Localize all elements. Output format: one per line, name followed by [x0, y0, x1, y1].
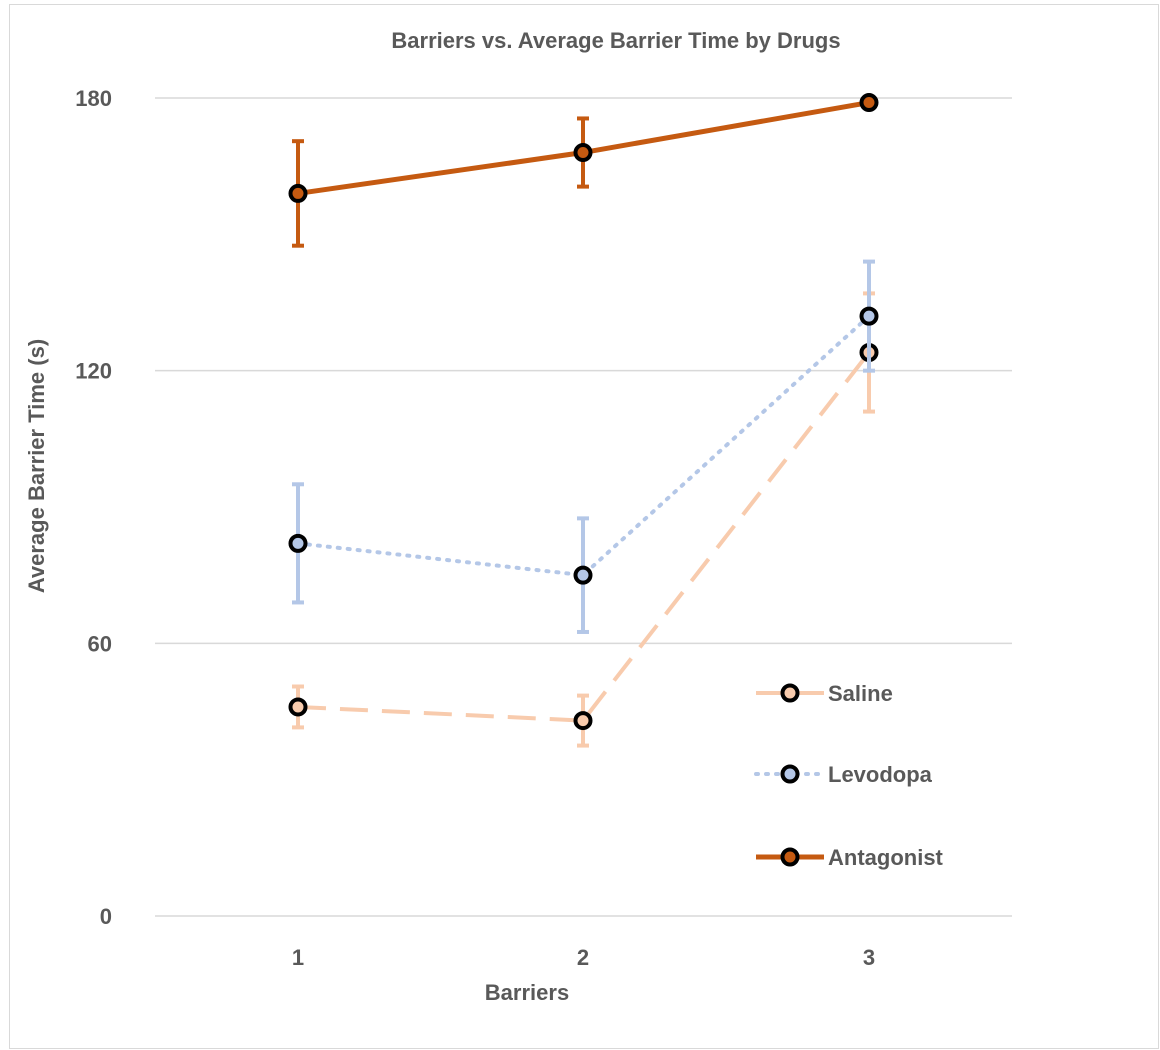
y-tick-labels: 0 60 120 180	[75, 86, 112, 929]
legend-label: Saline	[828, 681, 893, 706]
y-tick-label: 60	[88, 631, 112, 656]
y-tick-label: 0	[100, 904, 112, 929]
data-point	[859, 306, 879, 326]
legend-marker	[780, 764, 800, 784]
gridlines	[155, 97, 1012, 917]
legend-marker	[780, 847, 800, 867]
series-line	[297, 351, 871, 723]
x-tick-label: 2	[577, 945, 589, 970]
x-tick-label: 1	[292, 945, 304, 970]
data-point	[859, 93, 879, 113]
series-antagonist	[288, 93, 879, 248]
chart-title: Barriers vs. Average Barrier Time by Dru…	[391, 28, 840, 53]
y-axis-title: Average Barrier Time (s)	[24, 339, 49, 593]
legend-marker	[780, 683, 800, 703]
data-point	[288, 183, 308, 203]
x-axis-title: Barriers	[485, 980, 569, 1005]
y-tick-label: 120	[75, 359, 112, 384]
series-levodopa	[288, 259, 879, 634]
legend-label: Levodopa	[828, 762, 933, 787]
data-point	[573, 143, 593, 163]
data-point	[288, 533, 308, 553]
legend-item-saline: Saline	[756, 681, 893, 706]
legend-item-antagonist: Antagonist	[756, 845, 944, 870]
legend-item-levodopa: Levodopa	[754, 762, 933, 787]
data-point	[573, 711, 593, 731]
x-tick-labels: 1 2 3	[292, 945, 875, 970]
data-point	[288, 697, 308, 717]
x-tick-label: 3	[863, 945, 875, 970]
y-tick-label: 180	[75, 86, 112, 111]
legend-label: Antagonist	[828, 845, 944, 870]
data-point	[573, 565, 593, 585]
series-layer	[288, 93, 879, 748]
series-saline	[288, 291, 879, 748]
legend: Saline Levodopa Antagonist	[754, 681, 944, 870]
